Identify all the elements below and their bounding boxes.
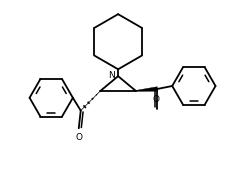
Text: O: O: [75, 133, 82, 142]
Polygon shape: [136, 87, 158, 91]
Text: O: O: [153, 95, 160, 104]
Text: N: N: [108, 71, 115, 80]
